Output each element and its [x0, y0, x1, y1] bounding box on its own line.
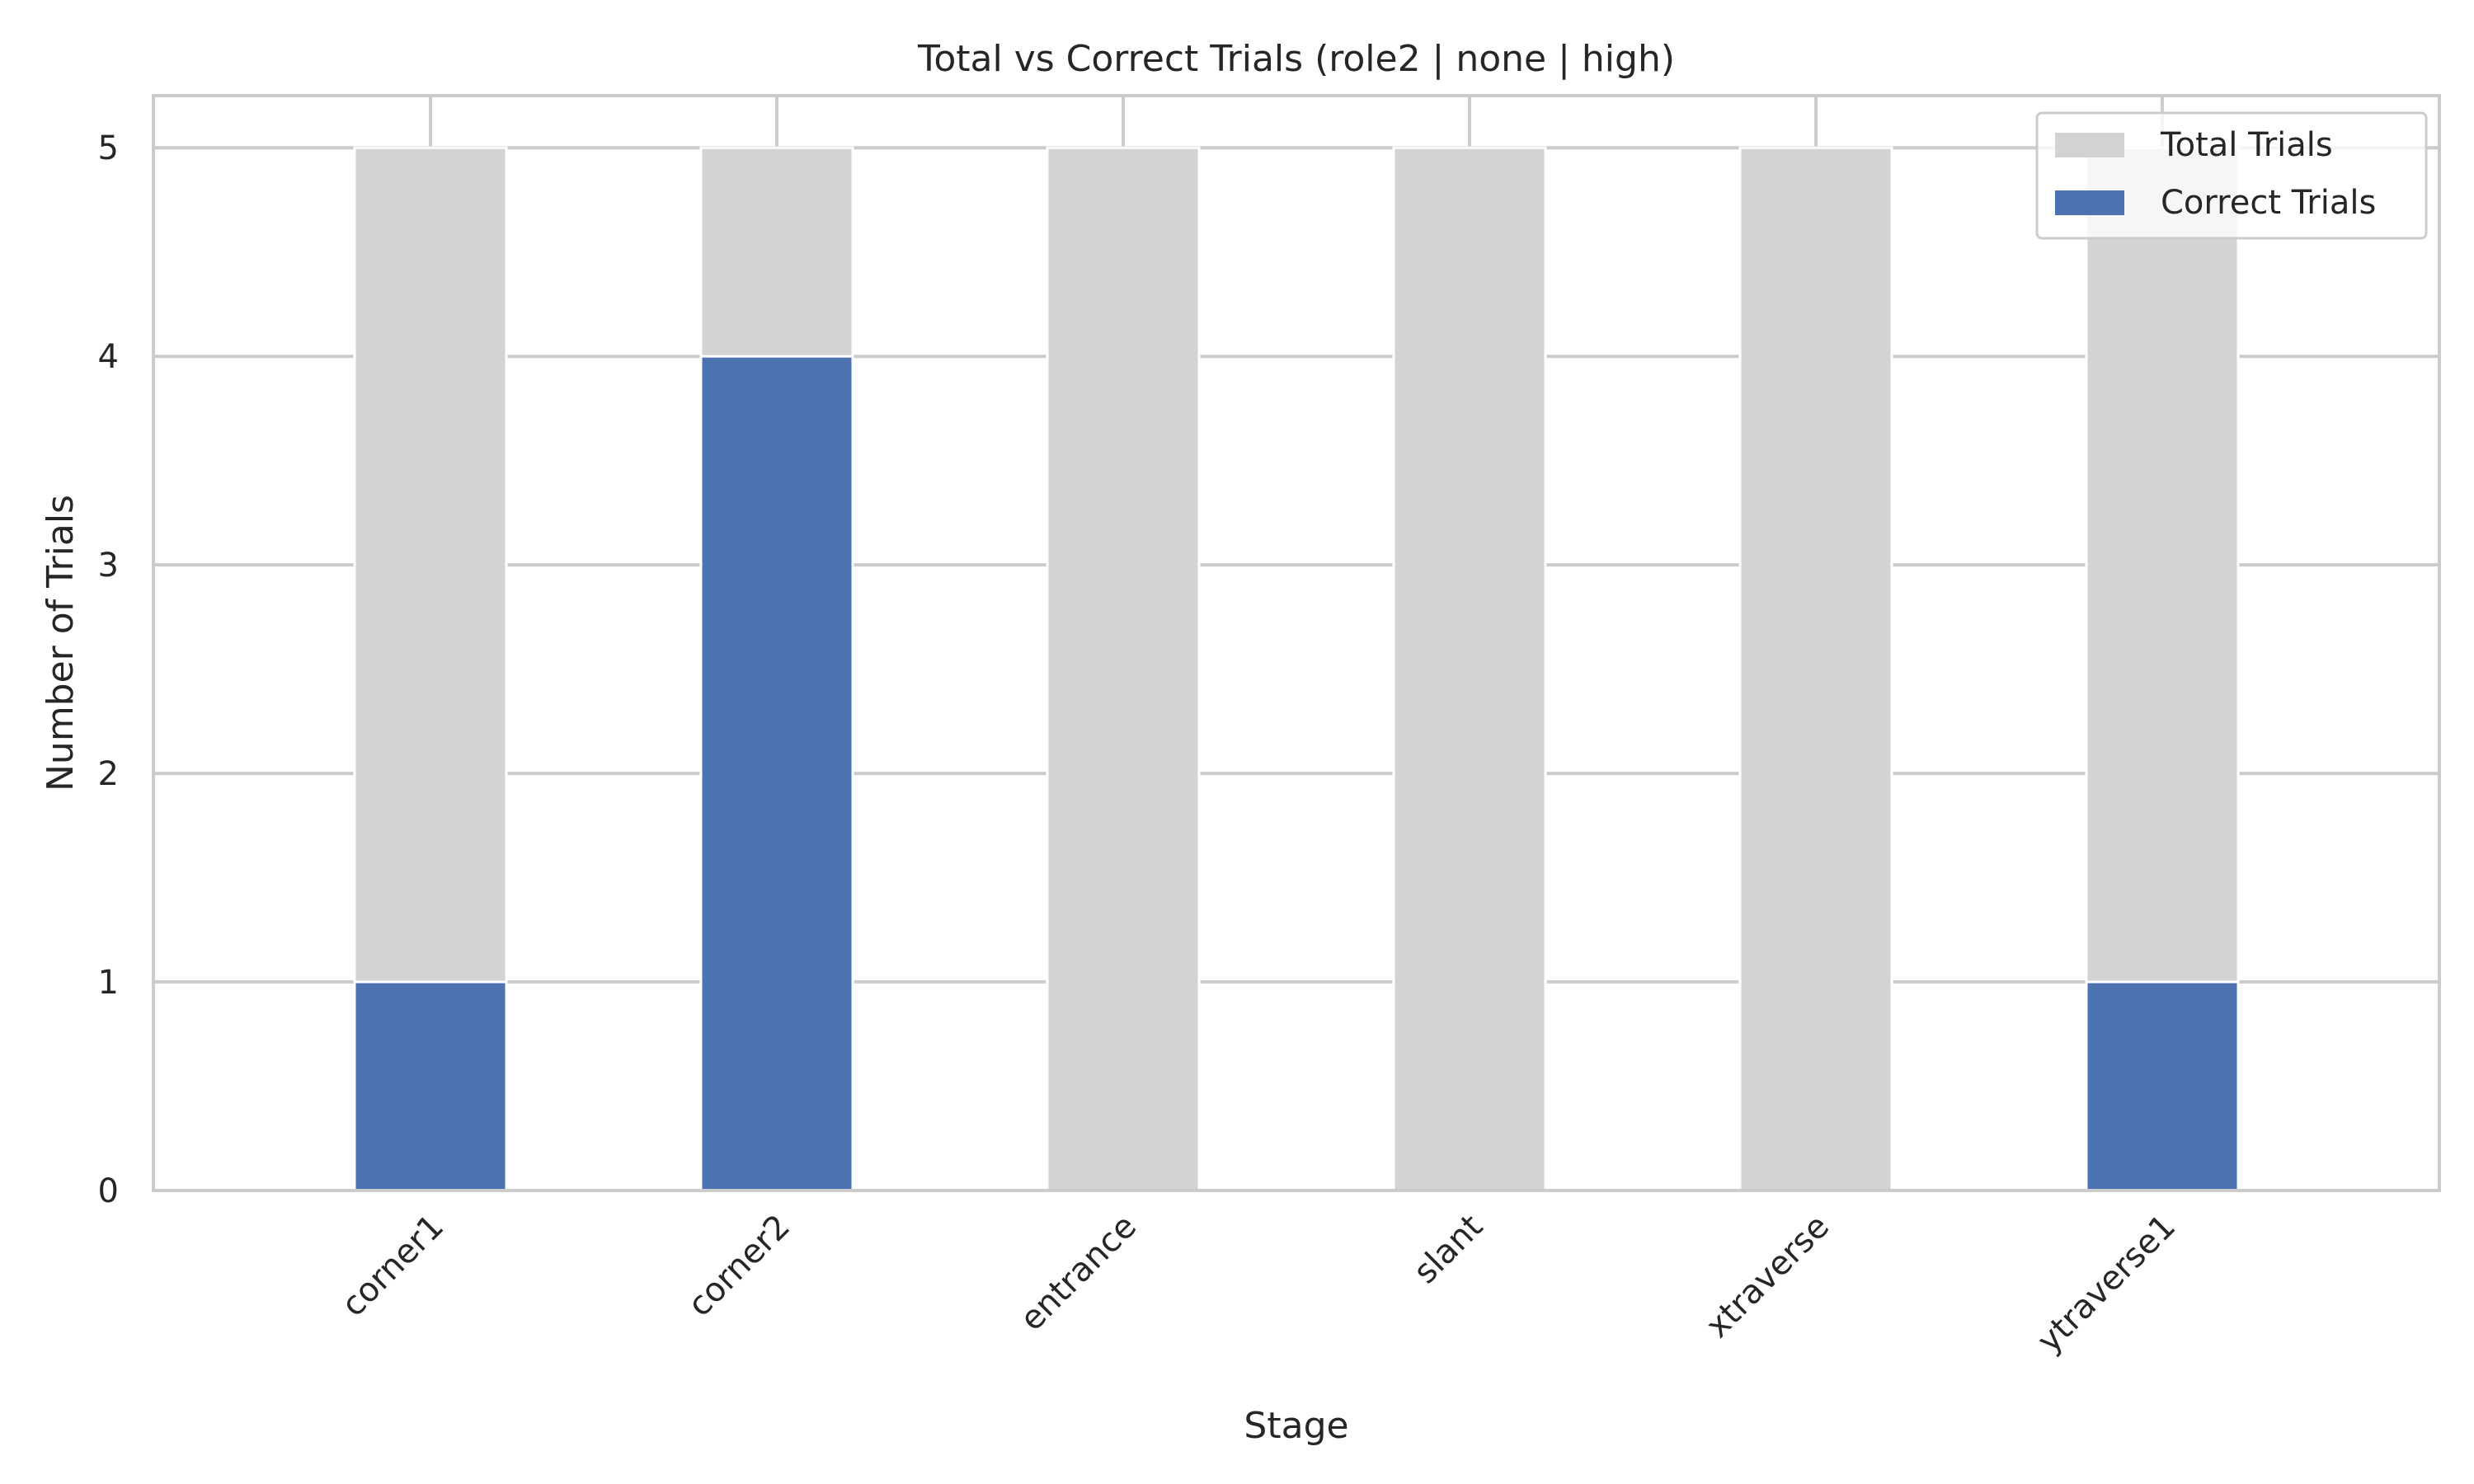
- y-tick-label: 2: [98, 755, 119, 793]
- y-tick-label: 5: [98, 129, 119, 167]
- y-axis-label: Number of Trials: [40, 495, 82, 791]
- legend-swatch-total-trials: [2055, 133, 2124, 157]
- legend-box: [2035, 111, 2428, 240]
- legend-label-total-trials: Total Trials: [2160, 126, 2333, 164]
- bar-correct-trials: [353, 980, 508, 1192]
- y-tick-label: 3: [98, 547, 119, 585]
- y-tick-labels: 0 1 2 3 4 5: [98, 129, 119, 1210]
- x-axis-label: Stage: [1244, 1405, 1348, 1447]
- bar-correct-trials: [2085, 980, 2240, 1192]
- bar-total-trials: [1046, 146, 1201, 1192]
- y-tick-label: 0: [98, 1172, 119, 1210]
- legend: Total Trials Correct Trials: [2035, 111, 2428, 240]
- bar-total-trials: [1392, 146, 1547, 1192]
- chart-title: Total vs Correct Trials (role2 | none | …: [917, 38, 1675, 80]
- bar-total-trials: [1738, 146, 1893, 1192]
- y-tick-label: 4: [98, 338, 119, 376]
- bars: [353, 146, 2240, 1192]
- bar-correct-trials: [699, 355, 854, 1192]
- plot-frame: [152, 94, 2441, 1192]
- legend-label-correct-trials: Correct Trials: [2161, 184, 2376, 222]
- y-tick-label: 1: [98, 964, 119, 1002]
- legend-swatch-correct-trials: [2055, 190, 2124, 215]
